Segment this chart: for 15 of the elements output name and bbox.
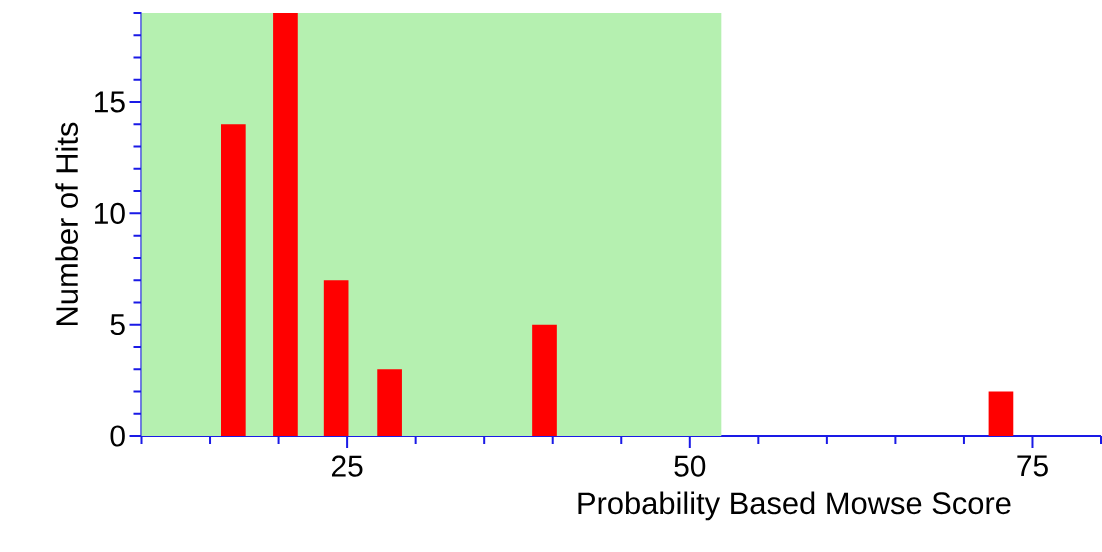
y-tick-label: 0 [110, 425, 125, 447]
x-axis-title: Probability Based Mowse Score [578, 491, 1011, 521]
bar [988, 391, 1014, 436]
bar [377, 369, 402, 436]
bar [532, 324, 557, 436]
y-tick-label: 10 [95, 202, 125, 224]
x-tick-label: 75 [1017, 455, 1048, 477]
bar [273, 13, 298, 436]
x-tick-label: 25 [331, 455, 363, 477]
y-tick-label: 15 [95, 91, 125, 113]
y-tick-label: 5 [110, 314, 125, 336]
y-axis-title: Number of Hits [55, 122, 78, 325]
bar [221, 124, 246, 436]
bar [323, 280, 349, 436]
x-tick-label: 50 [674, 455, 706, 477]
